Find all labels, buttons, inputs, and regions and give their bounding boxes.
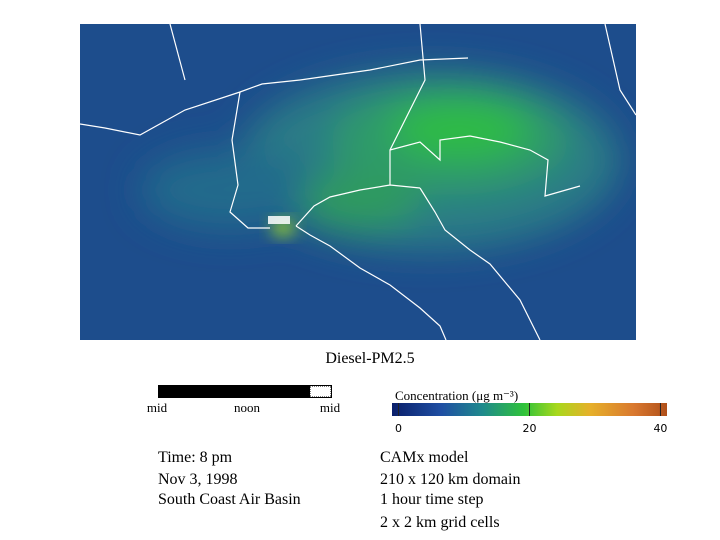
info-line: CAMx model: [380, 449, 469, 466]
timeline-label: mid: [147, 400, 168, 415]
colorbar-tick-label: 20: [523, 422, 537, 435]
colorbar-tick-label: 40: [653, 422, 667, 435]
info-line: 1 hour time step: [380, 491, 484, 508]
info-line: 210 x 120 km domain: [380, 471, 520, 488]
timeline-label: noon: [234, 400, 261, 415]
timeline-label: mid: [320, 400, 341, 415]
map-title: Diesel-PM2.5: [325, 350, 414, 367]
timeline-remaining: [309, 385, 332, 398]
colorbar-tick-label: 0: [395, 422, 402, 435]
info-line: 2 x 2 km grid cells: [380, 514, 500, 531]
map: [80, 24, 636, 340]
timeline-bar: [158, 385, 332, 398]
info-line: South Coast Air Basin: [158, 491, 301, 508]
info-left: Time: 8 pm Nov 3, 1998 South Coast Air B…: [158, 449, 301, 508]
timeline: mid noon mid: [147, 385, 341, 415]
colorbar-label: Concentration (μg m⁻³): [395, 388, 518, 403]
info-line: Time: 8 pm: [158, 449, 233, 466]
info-line: Nov 3, 1998: [158, 471, 238, 488]
colorbar: Concentration (μg m⁻³) 0 20 40: [392, 388, 667, 435]
info-right: CAMx model 210 x 120 km domain 1 hour ti…: [380, 449, 520, 531]
